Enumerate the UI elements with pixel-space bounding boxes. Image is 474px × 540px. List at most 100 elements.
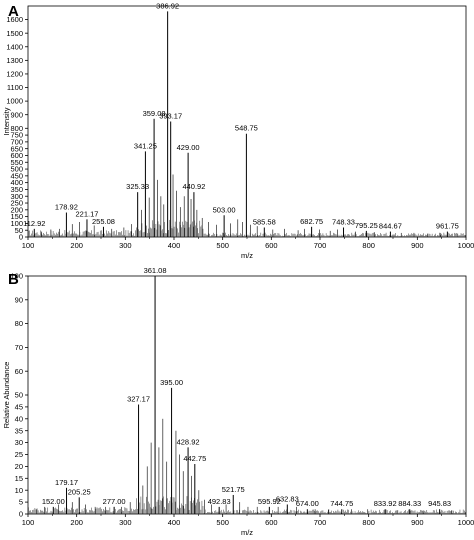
x-tick-label-a: 600	[265, 241, 278, 250]
x-tick-label-b: 500	[216, 518, 229, 527]
peak-label-a: 440.92	[182, 182, 205, 191]
peak-label-a: 429.00	[177, 143, 200, 152]
y-tick-label-b: 15	[15, 474, 23, 483]
peak-label-a: 255.08	[92, 217, 115, 226]
x-tick-label-a: 800	[362, 241, 375, 250]
x-tick-label-a: 400	[168, 241, 181, 250]
peak-label-b: 595.92	[258, 497, 281, 506]
y-tick-label-a: 450	[10, 171, 23, 180]
y-tick-label-a: 1100	[7, 83, 23, 92]
y-tick-label-b: 45	[15, 403, 23, 412]
peak-label-b: 277.00	[103, 497, 126, 506]
x-tick-label-b: 200	[70, 518, 83, 527]
peak-label-a: 359.08	[143, 109, 166, 118]
x-tick-label-b: 100	[22, 518, 35, 527]
x-tick-label-b: 800	[362, 518, 375, 527]
peak-label-b: 152.00	[42, 497, 65, 506]
x-tick-label-a: 100	[22, 241, 35, 250]
y-tick-label-b: 60	[15, 367, 23, 376]
peak-label-b: 492.83	[208, 497, 231, 506]
peak-label-b: 442.75	[183, 454, 206, 463]
y-tick-label-a: 50	[15, 226, 23, 235]
peak-label-a: 112.92	[23, 219, 45, 228]
peak-label-b: 179.17	[55, 478, 78, 487]
y-tick-label-a: 800	[10, 124, 23, 133]
peak-label-a: 795.25	[355, 221, 378, 230]
peak-label-a: 585.58	[253, 217, 276, 226]
y-tick-label-b: 25	[15, 450, 23, 459]
y-tick-label-a: 200	[10, 205, 23, 214]
y-tick-label-a: 350	[10, 185, 23, 194]
x-tick-label-a: 900	[411, 241, 424, 250]
x-tick-label-a: 1000	[458, 241, 474, 250]
x-tick-label-a: 200	[70, 241, 83, 250]
peak-label-a: 178.92	[55, 203, 78, 212]
peak-label-a: 682.75	[300, 217, 323, 226]
y-axis-label-b: Relative Abundance	[2, 362, 11, 429]
panel-letter-b: B	[8, 271, 19, 288]
plot-frame-b	[27, 275, 467, 515]
peak-label-b: 361.08	[144, 266, 167, 275]
peak-label-a: 961.75	[436, 222, 459, 231]
y-tick-label-a: 250	[10, 199, 23, 208]
y-tick-label-a: 1200	[6, 70, 23, 79]
peak-label-a: 386.92	[156, 1, 179, 10]
x-tick-label-a: 300	[119, 241, 132, 250]
peak-label-b: 744.75	[330, 499, 353, 508]
y-tick-label-b: 90	[15, 295, 23, 304]
x-tick-label-b: 400	[168, 518, 181, 527]
x-tick-label-b: 1000	[458, 518, 474, 527]
peak-label-a: 748.33	[332, 217, 355, 226]
x-tick-label-a: 500	[216, 241, 229, 250]
peak-label-a: 325.33	[126, 182, 149, 191]
x-tick-label-b: 300	[119, 518, 132, 527]
y-tick-label-b: 35	[15, 426, 23, 435]
x-tick-label-a: 700	[314, 241, 327, 250]
y-tick-label-a: 600	[10, 151, 23, 160]
y-tick-label-b: 30	[15, 438, 23, 447]
y-tick-label-a: 300	[10, 192, 23, 201]
y-tick-label-b: 20	[15, 462, 23, 471]
y-axis-label-a: Intensity	[2, 107, 11, 135]
y-tick-label-b: 70	[15, 343, 23, 352]
peak-label-b: 833.92	[374, 499, 397, 508]
peak-label-b: 674.00	[296, 499, 319, 508]
y-tick-label-b: 0	[19, 510, 23, 519]
y-tick-label-a: 1500	[6, 29, 23, 38]
y-tick-label-a: 100	[10, 219, 23, 228]
y-tick-label-a: 900	[10, 110, 23, 119]
y-tick-label-b: 100	[10, 272, 23, 281]
y-tick-label-a: 1300	[6, 56, 23, 65]
y-tick-label-b: 50	[15, 391, 23, 400]
peak-label-b: 884.33	[398, 499, 421, 508]
y-tick-label-a: 400	[10, 178, 23, 187]
x-axis-label-b: m/z	[241, 528, 253, 537]
peak-label-a: 393.17	[159, 112, 182, 121]
panel-letter-a: A	[8, 3, 19, 20]
peak-label-b: 205.25	[68, 487, 91, 496]
peak-label-a: 341.25	[134, 141, 157, 150]
y-tick-label-a: 1600	[6, 15, 23, 24]
y-tick-label-a: 150	[10, 212, 23, 221]
peak-label-a: 548.75	[235, 124, 258, 133]
peak-label-b: 395.00	[160, 378, 183, 387]
peak-label-a: 503.00	[213, 205, 236, 214]
peak-label-b: 428.92	[177, 437, 200, 446]
y-tick-label-b: 10	[15, 486, 23, 495]
y-tick-label-b: 5	[19, 498, 23, 507]
y-tick-label-a: 700	[10, 137, 23, 146]
y-tick-label-a: 0	[19, 233, 23, 242]
peak-label-b: 327.17	[127, 395, 150, 404]
y-tick-label-a: 1000	[6, 97, 23, 106]
peak-label-b: 521.75	[222, 485, 245, 494]
peak-label-a: 221.17	[75, 209, 98, 218]
x-axis-label-a: m/z	[241, 251, 253, 260]
x-tick-label-b: 600	[265, 518, 278, 527]
plot-frame-a	[27, 5, 467, 238]
y-tick-label-a: 1400	[6, 42, 23, 51]
y-tick-label-b: 40	[15, 414, 23, 423]
y-tick-label-a: 750	[10, 131, 23, 140]
